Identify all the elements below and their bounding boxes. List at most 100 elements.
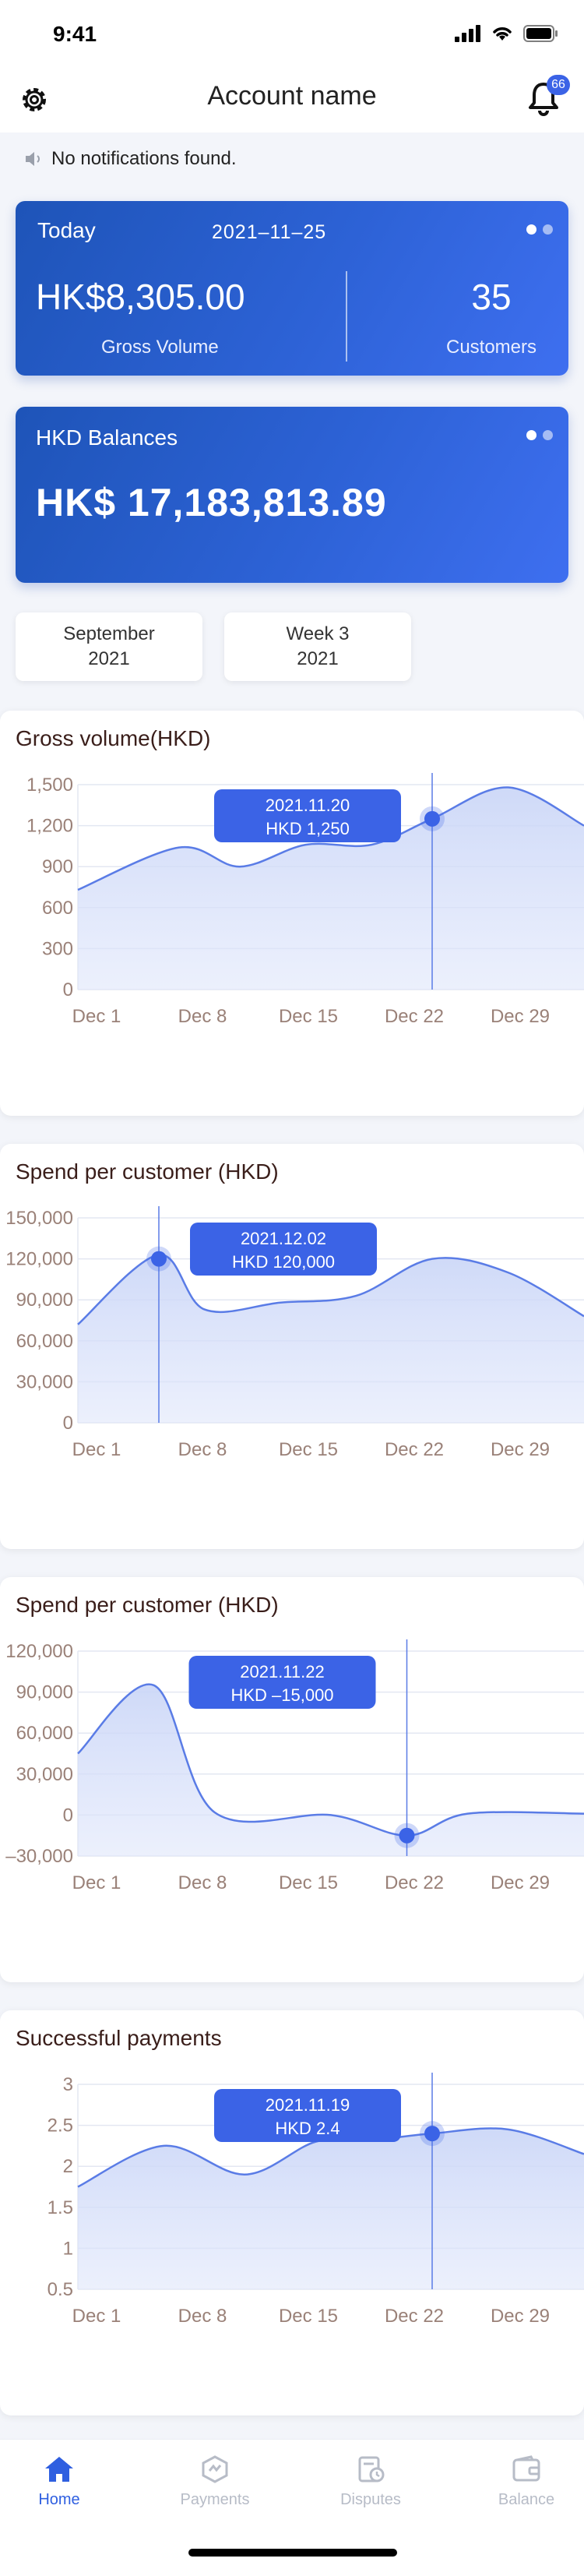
- y-tick-label: 90,000: [16, 1290, 73, 1311]
- month-selector[interactable]: September 2021: [16, 612, 202, 681]
- bottom-navigation: Home Payments Disputes Balance: [0, 2439, 584, 2576]
- highlight-point[interactable]: [399, 1827, 415, 1844]
- settings-button[interactable]: [17, 83, 51, 117]
- x-tick-label: Dec 22: [385, 1006, 444, 1027]
- today-date: 2021–11–25: [212, 221, 327, 243]
- status-bar: 9:41: [0, 0, 584, 69]
- x-tick-label: Dec 1: [72, 1439, 121, 1460]
- pager-dot: [543, 430, 553, 440]
- successful-payments-chart[interactable]: 3 2.5 2 1.5 1 0.5 Dec 1 Dec 8 Dec 15 Dec 22 Dec 29…: [0, 2073, 584, 2400]
- week-selector-week: Week 3: [286, 623, 350, 644]
- x-tick-label: Dec 1: [72, 2306, 121, 2327]
- nav-disputes[interactable]: Disputes: [316, 2455, 425, 2509]
- nav-balance-label: Balance: [498, 2491, 555, 2508]
- y-tick-label: 90,000: [16, 1682, 73, 1703]
- x-tick-label: Dec 15: [279, 1439, 338, 1460]
- home-icon: [45, 2457, 73, 2482]
- x-tick-label: Dec 29: [491, 1006, 550, 1027]
- notifications-button[interactable]: 66: [526, 75, 570, 117]
- pager-dot: [543, 224, 553, 235]
- highlight-point[interactable]: [424, 810, 440, 827]
- y-tick-label: –30,000: [5, 1846, 73, 1867]
- customers-value: 35: [471, 277, 512, 317]
- chart-card-gross-volume: Gross volume(HKD) 1,500 1,200 900 600 300 0 De…: [0, 711, 584, 1116]
- notification-badge: 66: [547, 75, 570, 95]
- home-indicator: [188, 2549, 397, 2557]
- y-tick-label: 0: [63, 979, 73, 1000]
- nav-disputes-label: Disputes: [340, 2491, 401, 2508]
- notification-text: No notifications found.: [51, 148, 237, 169]
- tooltip-date: 2021.11.19: [266, 2095, 350, 2115]
- month-selector-year: 2021: [88, 648, 130, 669]
- tooltip-date: 2021.11.22: [240, 1662, 324, 1681]
- x-tick-label: Dec 8: [178, 1439, 227, 1460]
- page-title: Account name: [207, 81, 377, 111]
- tooltip-value: HKD 1,250: [266, 819, 350, 838]
- notification-bar: No notifications found.: [23, 148, 236, 170]
- pager-dot-active: [526, 430, 537, 440]
- status-icons: [455, 25, 558, 42]
- status-time: 9:41: [53, 22, 97, 46]
- chart-title: Spend per customer (HKD): [16, 1159, 279, 1184]
- x-tick-label: Dec 15: [279, 2306, 338, 2327]
- y-tick-label: 3: [63, 2074, 73, 2095]
- x-tick-label: Dec 1: [72, 1006, 121, 1027]
- chart-card-successful-payments: Successful payments 3 2.5 2 1.5 1 0.5 Dec 1 Dec…: [0, 2010, 584, 2415]
- nav-payments[interactable]: Payments: [160, 2455, 269, 2509]
- tooltip-date: 2021.12.02: [241, 1229, 326, 1248]
- week-selector[interactable]: Week 3 2021: [224, 612, 411, 681]
- spend-per-customer-chart-2[interactable]: 120,000 90,000 60,000 30,000 0 –30,000 Dec 1 De…: [0, 1639, 584, 1967]
- tooltip-value: HKD –15,000: [230, 1685, 333, 1705]
- highlight-point[interactable]: [151, 1251, 167, 1267]
- gear-icon: [23, 88, 46, 111]
- chart-title: Spend per customer (HKD): [16, 1593, 279, 1617]
- y-tick-label: 600: [42, 898, 73, 919]
- y-tick-label: 1,200: [26, 816, 73, 837]
- today-summary-card[interactable]: Today 2021–11–25 HK$8,305.00 Gross Volum…: [16, 201, 568, 376]
- battery-icon: [523, 25, 558, 42]
- y-tick-label: 60,000: [16, 1723, 73, 1744]
- gross-volume-chart[interactable]: 1,500 1,200 900 600 300 0 Dec 1 Dec 8 Dec 15 Dec …: [0, 773, 584, 1100]
- nav-home-label: Home: [38, 2491, 80, 2508]
- card-divider: [346, 271, 347, 362]
- series-area: [78, 787, 584, 990]
- balance-card[interactable]: HKD Balances HK$ 17,183,813.89: [16, 407, 568, 583]
- y-tick-label: 30,000: [16, 1764, 73, 1785]
- customers-label: Customers: [445, 337, 537, 358]
- week-selector-year: 2021: [297, 648, 339, 669]
- gross-volume-value: HK$8,305.00: [36, 277, 245, 317]
- x-tick-label: Dec 8: [178, 1872, 227, 1893]
- card-pager-dots: [526, 430, 553, 440]
- series-area: [78, 1254, 584, 1423]
- wifi-icon: [493, 27, 512, 41]
- balance-label: HKD Balances: [36, 425, 178, 450]
- y-tick-label: 30,000: [16, 1371, 73, 1392]
- x-tick-label: Dec 15: [279, 1872, 338, 1893]
- chart-card-spend-per-customer-2: Spend per customer (HKD) 120,000 90,000 60…: [0, 1577, 584, 1982]
- chart-tooltip: 2021.11.19 HKD 2.4: [214, 2089, 401, 2142]
- highlight-point[interactable]: [424, 2126, 440, 2142]
- disputes-icon: [358, 2456, 385, 2482]
- x-tick-label: Dec 29: [491, 2306, 550, 2327]
- tooltip-value: HKD 2.4: [275, 2119, 339, 2138]
- wallet-icon: [512, 2455, 540, 2482]
- signal-icon: [455, 25, 480, 42]
- nav-balance[interactable]: Balance: [472, 2455, 581, 2509]
- month-selector-month: September: [63, 623, 155, 644]
- pager-dot-active: [526, 224, 537, 235]
- chart-title: Successful payments: [16, 2026, 222, 2050]
- x-tick-label: Dec 22: [385, 1439, 444, 1460]
- tooltip-background: [188, 1656, 376, 1709]
- today-label: Today: [37, 218, 96, 242]
- y-tick-label: 0.5: [47, 2279, 73, 2300]
- series-area: [78, 1684, 584, 1856]
- y-tick-label: 120,000: [5, 1249, 73, 1270]
- y-tick-label: 60,000: [16, 1331, 73, 1352]
- x-tick-label: Dec 22: [385, 1872, 444, 1893]
- spend-per-customer-chart[interactable]: 150,000 120,000 90,000 60,000 30,000 0 Dec 1 De…: [0, 1206, 584, 1533]
- series-line: [77, 1683, 584, 1837]
- balance-value: HK$ 17,183,813.89: [36, 481, 387, 524]
- x-tick-label: Dec 29: [491, 1439, 550, 1460]
- x-tick-label: Dec 29: [491, 1872, 550, 1893]
- nav-home[interactable]: Home: [5, 2455, 114, 2509]
